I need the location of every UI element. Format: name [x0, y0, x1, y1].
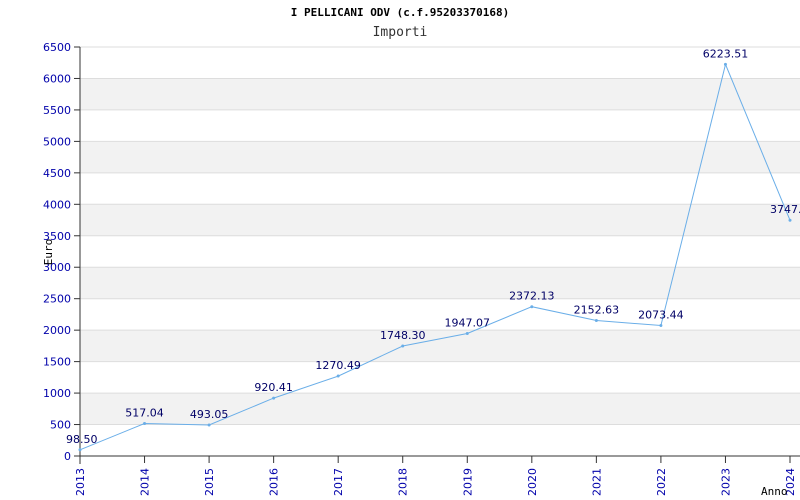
data-label: 920.41 [254, 381, 293, 394]
x-tick-label: 2017 [332, 468, 345, 496]
y-tick-label: 0 [64, 450, 71, 463]
y-tick-label: 1000 [43, 387, 71, 400]
y-tick-label: 5000 [43, 135, 71, 148]
chart-subtitle: Importi [372, 25, 428, 40]
data-point [272, 396, 276, 400]
x-tick-label: 2021 [590, 468, 603, 496]
y-tick-label: 2500 [43, 293, 71, 306]
series-line [79, 62, 791, 451]
data-point [788, 218, 792, 222]
y-tick-label: 1500 [43, 356, 71, 369]
data-point [465, 331, 469, 335]
data-label: 1947.07 [445, 316, 491, 329]
y-tick-label: 3000 [43, 261, 71, 274]
data-point [530, 305, 534, 309]
x-tick-label: 2013 [74, 468, 87, 496]
data-point [401, 344, 405, 348]
data-point [336, 374, 340, 378]
y-tick-label: 5500 [43, 104, 71, 117]
data-point [594, 319, 598, 323]
x-tick-label: 2014 [139, 468, 152, 496]
grid-band [80, 204, 800, 236]
grid-band [80, 267, 800, 299]
data-label: 2073.44 [638, 309, 684, 322]
y-tick-label: 4500 [43, 167, 71, 180]
y-tick-label: 500 [50, 419, 71, 432]
grid-band [80, 393, 800, 425]
x-tick-label: 2015 [203, 468, 216, 496]
chart-title: I PELLICANI ODV (c.f.95203370168) [290, 6, 510, 19]
y-tick-label: 3500 [43, 230, 71, 243]
y-tick-label: 2000 [43, 324, 71, 337]
data-label: 2152.63 [574, 304, 620, 317]
data-label: 2372.13 [509, 290, 555, 303]
y-tick-label: 6500 [43, 41, 71, 54]
x-tick-label: 2020 [526, 468, 539, 496]
x-tick-label: 2018 [397, 468, 410, 496]
data-label: 6223.51 [703, 47, 749, 60]
data-label: 517.04 [125, 406, 164, 419]
data-label: 1748.30 [380, 329, 426, 342]
data-label: 3747.1 [770, 203, 800, 216]
x-tick-label: 2019 [461, 468, 474, 496]
grid-band [80, 330, 800, 362]
data-label: 493.05 [190, 408, 229, 421]
data-point [723, 62, 727, 66]
x-tick-label: 2024 [784, 468, 797, 496]
grid-band [80, 141, 800, 173]
y-tick-label: 4000 [43, 198, 71, 211]
data-label: 98.50 [66, 433, 98, 446]
y-tick-label: 6000 [43, 72, 71, 85]
x-axis-label: Anno [761, 485, 788, 498]
data-point [207, 423, 211, 427]
x-tick-label: 2022 [655, 468, 668, 496]
data-point [143, 421, 147, 425]
data-label: 1270.49 [315, 359, 361, 372]
data-point [659, 324, 663, 328]
x-tick-label: 2023 [719, 468, 732, 496]
y-axis-label: Euro [42, 239, 55, 266]
data-point [78, 448, 82, 452]
x-tick-label: 2016 [268, 468, 281, 496]
grid-band [80, 78, 800, 110]
